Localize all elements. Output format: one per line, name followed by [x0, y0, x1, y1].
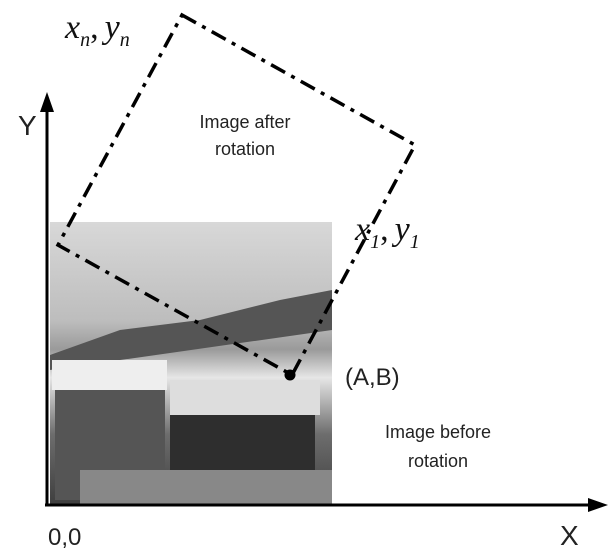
y-axis-label: Y — [18, 110, 37, 141]
label-part: x — [354, 211, 370, 248]
photo — [50, 222, 332, 505]
y-arrow — [40, 92, 54, 112]
label-part: y — [102, 9, 121, 46]
label-part: n — [120, 29, 130, 51]
label-part: y — [392, 211, 411, 248]
corner-n-label: xn, yn — [64, 9, 130, 51]
rotated-outline — [55, 12, 418, 378]
label-part: n — [80, 29, 90, 51]
label-part: 1 — [370, 231, 380, 253]
x-axis-label: X — [560, 520, 579, 551]
before-label: Image before — [385, 422, 491, 442]
before-label: rotation — [408, 451, 468, 471]
x-arrow — [588, 498, 608, 512]
corner-1-label: x1, y1 — [354, 211, 420, 253]
label-part: , — [380, 211, 389, 248]
center-point — [284, 369, 296, 381]
after-label: rotation — [215, 139, 275, 159]
label-part: , — [90, 9, 99, 46]
origin-label: 0,0 — [48, 524, 81, 551]
after-label: Image after — [199, 112, 290, 132]
axes — [45, 105, 595, 507]
center-label: (A,B) — [345, 364, 400, 391]
label-part: 1 — [410, 231, 420, 253]
label-part: x — [64, 9, 80, 46]
